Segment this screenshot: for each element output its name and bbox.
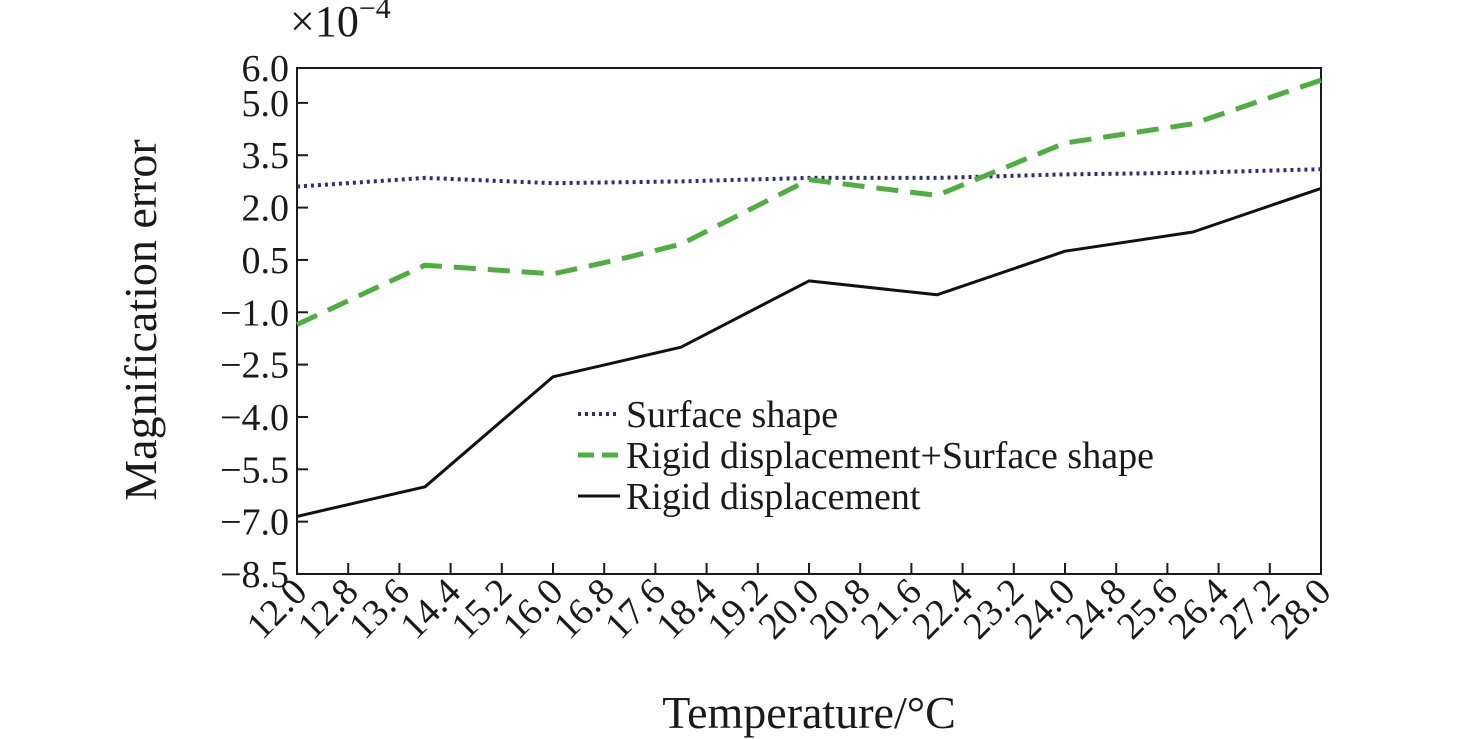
series-layer: [295, 77, 1322, 518]
x-axis-title: Temperature/°C: [662, 687, 956, 738]
legend-label-3: Rigid displacement: [626, 476, 921, 518]
y-axis-title: Magnification error: [115, 139, 166, 500]
legend-label-2: Rigid displacement+Surface shape: [626, 435, 1154, 477]
y-tick-label: −2.5: [220, 345, 289, 387]
y-tick-label: 5.0: [242, 83, 290, 125]
y-tick-label: −8.5: [220, 554, 289, 596]
x-tick-label: 28.0: [1263, 571, 1340, 648]
scale-note: ×10−4: [290, 0, 391, 46]
scale-note-base: ×10: [290, 0, 359, 46]
y-tick-label: 2.0: [242, 188, 290, 230]
series-line-3: [296, 186, 1322, 518]
scale-note-exponent: −4: [359, 0, 391, 25]
x-ticks: 12.012.813.614.415.216.016.817.618.419.2…: [239, 563, 1340, 648]
y-ticks: 6.05.0 3.5 2.0 0.5 −1.0 −2.5 −4.0 −5.5 −7.0 −8.5: [220, 48, 308, 596]
y-tick-label: −1.0: [220, 292, 289, 334]
y-tick-label: −5.5: [220, 449, 289, 491]
y-tick-label: 3.5: [242, 135, 290, 177]
y-tick-label: −7.0: [220, 502, 289, 544]
y-tick-label: −4.0: [220, 397, 289, 439]
legend-label-1: Surface shape: [626, 394, 838, 436]
series-line-2: [295, 77, 1322, 327]
y-tick-label: 0.5: [242, 240, 290, 282]
y-tick-label: 6.0: [242, 48, 290, 90]
